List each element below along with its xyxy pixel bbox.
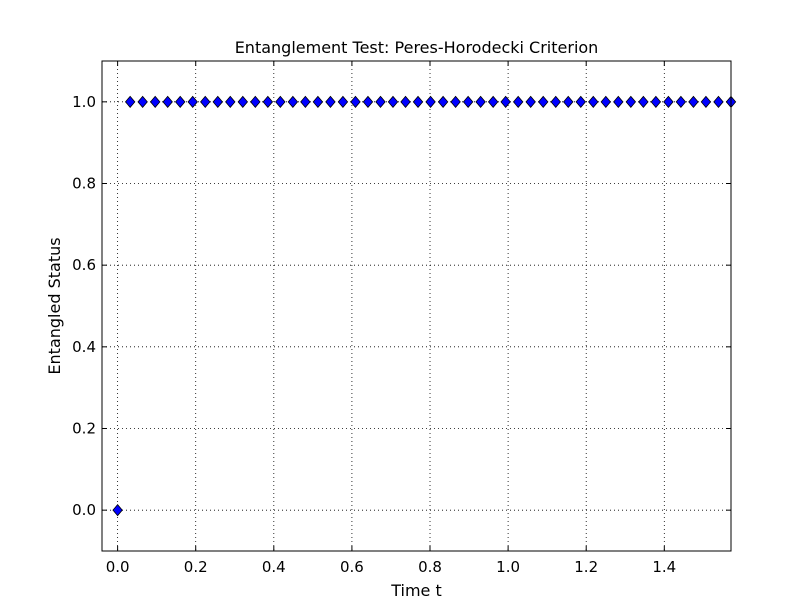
data-point-diamond [625,95,637,108]
data-point-diamond [462,95,474,108]
y-axis-label: Entangled Status [45,237,64,374]
plot-area [102,61,731,551]
data-point-diamond [638,95,649,108]
data-point-diamond [175,95,186,108]
y-tick-label: 0.8 [72,175,96,193]
data-point-diamond [250,95,261,108]
y-tick-label: 0.2 [72,420,96,438]
data-point-diamond [337,95,349,108]
x-axis-label: Time t [390,581,442,600]
data-point-diamond [512,95,524,108]
data-point-diamond [400,95,411,108]
data-point-diamond [600,95,612,108]
data-point-diamond [475,95,486,108]
data-point-diamond [225,95,236,108]
x-tick-label: 0.6 [340,558,364,576]
data-point-diamond [325,95,336,108]
data-point-diamond [688,95,699,108]
data-point-diamond [387,95,399,108]
data-point-diamond [450,95,461,108]
data-point-diamond [713,95,724,108]
data-point-diamond [350,95,361,108]
data-point-diamond [563,95,574,108]
data-point-diamond [538,95,549,108]
data-point-diamond [287,95,299,108]
data-point-diamond [575,95,586,108]
data-point-diamond [124,95,136,108]
data-point-diamond [525,95,536,108]
grid-lines [102,61,731,551]
data-point-diamond [613,95,624,108]
data-point-diamond [437,95,449,108]
data-point-diamond [200,95,211,108]
data-point-diamond [500,95,511,108]
x-tick-label: 0.0 [106,558,130,576]
data-point-diamond [425,95,436,108]
x-tick-label: 0.2 [184,558,208,576]
y-tick-label: 1.0 [72,93,96,111]
data-point-diamond [550,95,561,108]
data-point-diamond [700,95,712,108]
plot-frame [101,60,732,552]
x-tick-label: 1.0 [496,558,520,576]
data-point-diamond [675,95,687,108]
chart-title: Entanglement Test: Peres-Horodecki Crite… [235,38,599,57]
y-tick-label: 0.0 [72,501,96,519]
data-point-diamond [312,95,324,108]
data-point-diamond [149,95,161,108]
data-point-diamond [137,95,148,108]
x-tick-label: 1.2 [574,558,598,576]
data-point-diamond [588,95,599,108]
data-point-diamond [187,95,198,108]
data-point-diamond [237,95,249,108]
data-point-diamond [262,95,274,108]
data-point-diamond [275,95,286,108]
data-point-diamond [162,95,173,108]
data-points [112,95,737,517]
y-tick-label: 0.4 [72,338,96,356]
y-tick-label: 0.6 [72,256,96,274]
data-point-diamond [212,95,223,108]
axis-ticks: 0.0 0.2 0.4 0.6 0.8 1.0 1.2 1.4 0.0 0.2 0.4 0.6 0.8 1… [72,61,731,576]
data-point-diamond [650,95,662,108]
x-tick-label: 0.8 [418,558,442,576]
x-tick-label: 1.4 [652,558,676,576]
data-point-diamond [663,95,674,108]
data-point-diamond [300,95,311,108]
data-point-diamond [375,95,386,108]
data-point-diamond [487,95,499,108]
data-point-diamond [362,95,374,108]
data-point-diamond [412,95,424,108]
data-point-diamond [112,504,123,517]
x-tick-label: 0.4 [262,558,286,576]
